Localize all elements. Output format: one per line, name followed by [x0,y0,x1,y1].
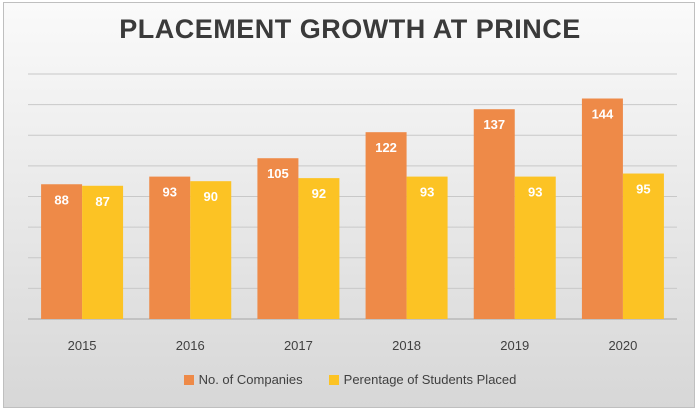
chart-title: PLACEMENT GROWTH AT PRINCE [119,14,581,44]
bar [149,176,191,319]
x-tick-label: 2017 [284,338,313,353]
data-label: 137 [483,117,505,132]
bar [514,176,556,319]
bar [581,98,623,319]
x-tick-label: 2018 [392,338,421,353]
legend-label-students-placed: Perentage of Students Placed [343,372,517,387]
data-label: 93 [163,185,177,200]
bar [190,181,232,319]
bar [473,109,515,319]
bar [298,178,340,319]
data-label: 105 [267,166,289,181]
data-label: 90 [204,189,218,204]
data-label: 93 [420,185,434,200]
legend: No. of Companies Perentage of Students P… [0,372,700,387]
data-label: 92 [312,186,326,201]
data-label: 144 [592,107,614,122]
legend-item-companies: No. of Companies [183,372,303,387]
bar [41,184,83,319]
x-tick-label: 2016 [176,338,205,353]
bar [406,176,448,319]
data-label: 88 [54,192,68,207]
bar [82,185,124,319]
data-label: 93 [528,185,542,200]
data-label: 95 [636,182,650,197]
bar [622,173,664,319]
data-label: 122 [375,140,397,155]
legend-swatch-companies [183,374,194,385]
x-tick-label: 2015 [68,338,97,353]
x-tick-label: 2019 [500,338,529,353]
legend-swatch-students-placed [328,374,339,385]
legend-item-students-placed: Perentage of Students Placed [328,372,517,387]
data-label: 87 [95,194,109,209]
legend-label-companies: No. of Companies [198,372,303,387]
bar [257,158,299,319]
bar [365,132,407,319]
x-tick-label: 2020 [608,338,637,353]
